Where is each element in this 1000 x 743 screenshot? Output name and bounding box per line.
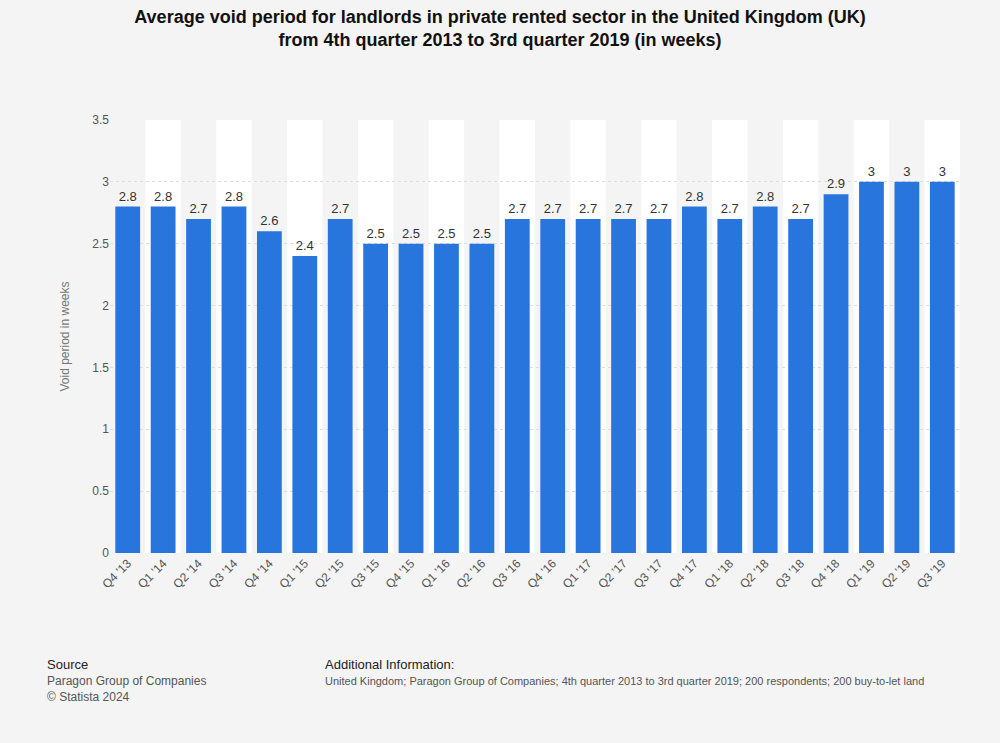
svg-text:Q1 '18: Q1 '18: [702, 556, 737, 591]
svg-text:2.7: 2.7: [579, 201, 597, 216]
html-text:Paragon Group of Companies: Paragon Group of Companies: [47, 674, 207, 688]
svg-text:2.5: 2.5: [367, 226, 385, 241]
svg-text:3: 3: [102, 175, 109, 189]
html-text:Source: Source: [47, 657, 89, 672]
svg-text:Q2 '16: Q2 '16: [454, 556, 489, 591]
svg-text:3: 3: [868, 164, 875, 179]
svg-text:3.5: 3.5: [92, 113, 109, 127]
svg-text:2.5: 2.5: [437, 226, 455, 241]
svg-text:Q2 '15: Q2 '15: [312, 556, 347, 591]
svg-text:2.9: 2.9: [827, 176, 845, 191]
svg-text:Q4 '18: Q4 '18: [808, 556, 843, 591]
svg-text:3: 3: [903, 164, 910, 179]
svg-text:Q3 '17: Q3 '17: [631, 556, 666, 591]
svg-text:Q4 '15: Q4 '15: [383, 556, 418, 591]
svg-text:2.5: 2.5: [402, 226, 420, 241]
svg-text:2.8: 2.8: [756, 189, 774, 204]
svg-text:Q1 '19: Q1 '19: [843, 556, 878, 591]
svg-text:Q3 '16: Q3 '16: [489, 556, 524, 591]
svg-text:Q1 '17: Q1 '17: [560, 556, 595, 591]
svg-text:0.5: 0.5: [92, 484, 109, 498]
svg-text:2.5: 2.5: [473, 226, 491, 241]
svg-text:2.7: 2.7: [615, 201, 633, 216]
svg-text:Q3 '18: Q3 '18: [772, 556, 807, 591]
svg-text:2.7: 2.7: [508, 201, 526, 216]
html-text:© Statista 2024: © Statista 2024: [47, 690, 130, 704]
svg-text:Average void period for landlo: Average void period for landlords in pri…: [134, 7, 865, 50]
svg-text:Q3 '15: Q3 '15: [347, 556, 382, 591]
svg-text:Q2 '14: Q2 '14: [170, 556, 205, 591]
svg-text:2.8: 2.8: [685, 189, 703, 204]
svg-text:2.7: 2.7: [721, 201, 739, 216]
svg-text:Void period in weeks: Void period in weeks: [58, 281, 72, 391]
svg-text:1: 1: [102, 422, 109, 436]
svg-text:0: 0: [102, 546, 109, 560]
svg-text:2.8: 2.8: [225, 189, 243, 204]
html-text:United Kingdom; Paragon Group: United Kingdom; Paragon Group of Compani…: [325, 675, 925, 687]
svg-text:Q2 '17: Q2 '17: [595, 556, 630, 591]
svg-text:Q1 '16: Q1 '16: [418, 556, 453, 591]
svg-text:2.7: 2.7: [190, 201, 208, 216]
svg-text:Q3 '19: Q3 '19: [914, 556, 949, 591]
svg-text:Q4 '17: Q4 '17: [666, 556, 701, 591]
svg-text:2.8: 2.8: [154, 189, 172, 204]
svg-text:Q4 '13: Q4 '13: [99, 556, 134, 591]
svg-text:2: 2: [102, 299, 109, 313]
svg-text:3: 3: [939, 164, 946, 179]
svg-text:2.4: 2.4: [296, 238, 314, 253]
svg-text:2.7: 2.7: [792, 201, 810, 216]
html-text:Additional Information:: Additional Information:: [325, 657, 455, 672]
svg-text:2.7: 2.7: [331, 201, 349, 216]
svg-text:2.7: 2.7: [650, 201, 668, 216]
svg-text:2.6: 2.6: [260, 213, 278, 228]
svg-text:2.5: 2.5: [92, 237, 109, 251]
svg-text:Q1 '15: Q1 '15: [277, 556, 312, 591]
svg-text:Q3 '14: Q3 '14: [206, 556, 241, 591]
svg-text:Q4 '14: Q4 '14: [241, 556, 276, 591]
svg-text:Q4 '16: Q4 '16: [524, 556, 559, 591]
svg-text:Q2 '19: Q2 '19: [879, 556, 914, 591]
svg-text:2.7: 2.7: [544, 201, 562, 216]
svg-text:2.8: 2.8: [119, 189, 137, 204]
svg-text:Q2 '18: Q2 '18: [737, 556, 772, 591]
svg-text:Q1 '14: Q1 '14: [135, 556, 170, 591]
svg-text:1.5: 1.5: [92, 361, 109, 375]
